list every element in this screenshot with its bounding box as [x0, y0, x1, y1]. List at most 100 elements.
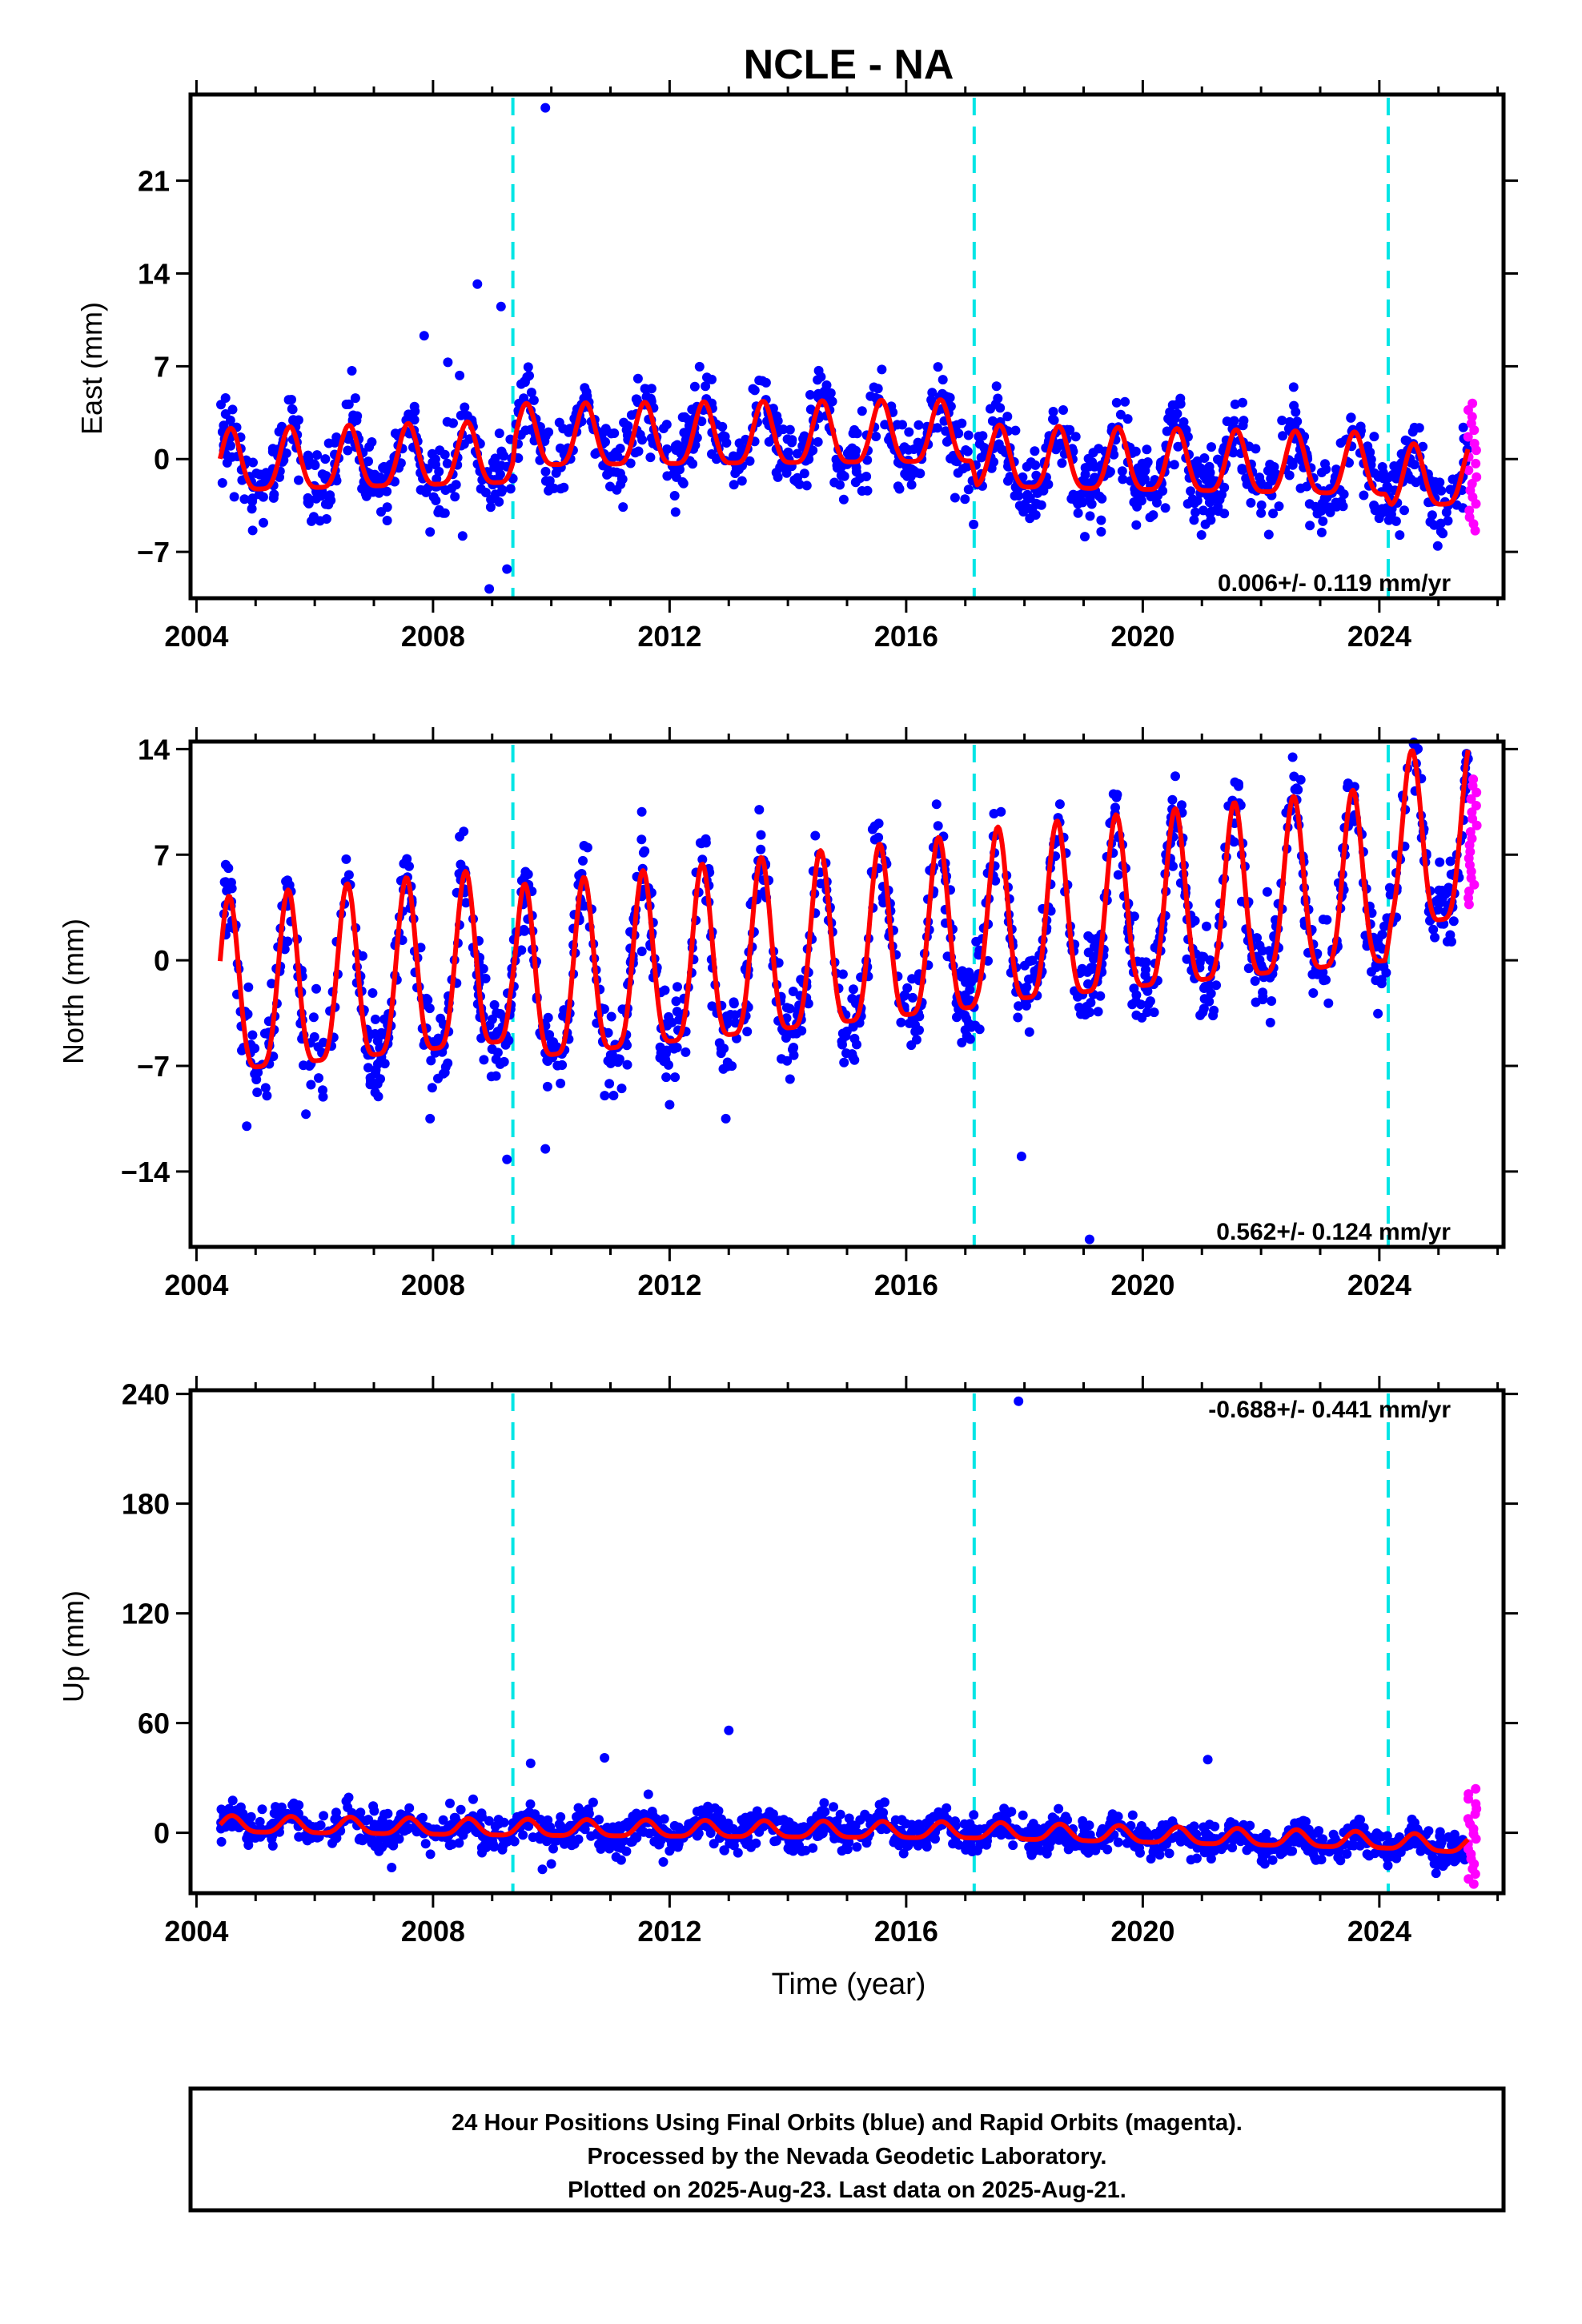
- up-x-tick-label: 2004: [164, 1915, 228, 1948]
- east-final-point: [540, 466, 551, 476]
- up-final-point: [1029, 1846, 1039, 1856]
- up-final-point: [913, 1840, 923, 1851]
- east-final-point: [749, 385, 760, 396]
- north-final-point: [603, 1027, 613, 1038]
- north-final-point: [1093, 1007, 1103, 1017]
- north-final-point: [873, 818, 884, 829]
- east-final-point: [827, 396, 837, 407]
- east-final-point: [1430, 476, 1440, 487]
- east-final-point: [946, 401, 956, 412]
- up-final-point: [525, 1799, 536, 1809]
- east-final-point: [688, 459, 698, 469]
- up-final-point: [1054, 1803, 1064, 1814]
- north-final-point: [841, 1048, 851, 1059]
- north-plot-area: [191, 742, 1504, 1247]
- north-x-tick-label: 2008: [401, 1269, 465, 1301]
- north-x-tick-label: 2024: [1347, 1269, 1411, 1301]
- north-final-point: [964, 967, 974, 978]
- up-final-point: [255, 1816, 265, 1827]
- east-final-point: [1010, 491, 1020, 501]
- east-final-point: [1445, 485, 1456, 495]
- east-final-point: [1073, 499, 1083, 509]
- north-rapid-point: [1468, 774, 1479, 785]
- east-final-point: [773, 416, 783, 426]
- east-final-point: [1036, 500, 1046, 510]
- north-final-point: [974, 1024, 985, 1035]
- east-final-point: [1207, 442, 1216, 452]
- east-final-point: [1263, 529, 1274, 540]
- north-final-point: [636, 947, 647, 956]
- east-final-point: [1175, 399, 1186, 409]
- east-final-point: [1030, 460, 1041, 470]
- up-final-point: [382, 1838, 392, 1848]
- north-final-point: [729, 999, 739, 1009]
- east-final-point: [861, 472, 872, 481]
- north-final-point: [1014, 1001, 1024, 1011]
- north-rate-label: 0.562+/- 0.124 mm/yr: [1216, 1219, 1451, 1245]
- north-final-point: [933, 821, 943, 831]
- east-final-point: [1219, 509, 1230, 519]
- east-final-point: [1152, 497, 1162, 508]
- north-final-point: [722, 1057, 733, 1068]
- east-final-point: [1022, 461, 1032, 472]
- east-final-point: [781, 468, 792, 478]
- east-final-point: [427, 448, 437, 459]
- up-final-point: [216, 1836, 227, 1847]
- up-final-point: [1318, 1834, 1328, 1844]
- east-final-point: [957, 418, 967, 428]
- east-final-point: [1135, 467, 1146, 477]
- east-final-point: [247, 525, 258, 536]
- east-final-point: [902, 471, 913, 481]
- east-final-point: [793, 472, 802, 483]
- up-outlier-point: [546, 1859, 556, 1869]
- east-final-point: [323, 438, 334, 448]
- north-final-point: [1127, 999, 1138, 1010]
- east-final-point: [1141, 460, 1151, 470]
- north-final-point: [1136, 999, 1146, 1010]
- east-final-point: [1359, 490, 1369, 501]
- north-final-point: [456, 859, 466, 870]
- east-final-point: [813, 436, 823, 447]
- east-final-point: [630, 448, 640, 458]
- north-outlier-point: [1084, 1234, 1094, 1244]
- north-final-point: [1434, 885, 1444, 895]
- north-final-point: [1262, 887, 1272, 897]
- up-outlier-point: [387, 1863, 397, 1872]
- north-final-point: [1435, 857, 1445, 867]
- east-final-point: [600, 424, 611, 434]
- east-final-point: [476, 484, 486, 494]
- east-final-point: [1096, 527, 1106, 537]
- east-final-point: [287, 404, 297, 414]
- north-final-point: [267, 979, 277, 989]
- north-final-point: [789, 1050, 799, 1060]
- east-final-point: [1438, 529, 1448, 539]
- up-final-point: [1078, 1815, 1088, 1826]
- north-final-point: [655, 1042, 665, 1052]
- footer-line-3: Plotted on 2025-Aug-23. Last data on 202…: [568, 2177, 1126, 2203]
- east-final-point: [308, 514, 319, 525]
- north-final-point: [1108, 789, 1118, 799]
- east-final-point: [1269, 462, 1279, 472]
- east-final-point: [1305, 521, 1315, 531]
- east-final-point: [379, 463, 389, 473]
- east-final-point: [1230, 399, 1240, 409]
- east-final-point: [485, 502, 496, 513]
- up-final-point: [497, 1844, 508, 1855]
- north-final-point: [960, 1010, 970, 1020]
- east-outlier-point: [670, 507, 681, 517]
- east-final-point: [904, 427, 914, 437]
- north-final-point: [1137, 957, 1147, 967]
- east-final-point: [544, 476, 555, 486]
- up-final-point: [1235, 1836, 1246, 1847]
- east-final-point: [258, 492, 268, 502]
- north-final-point: [367, 988, 378, 998]
- east-final-point: [1256, 508, 1267, 518]
- east-final-point: [1246, 497, 1256, 508]
- east-outlier-point: [484, 584, 495, 594]
- north-final-point: [1251, 997, 1261, 1007]
- east-final-point: [522, 372, 532, 382]
- up-final-point: [518, 1830, 528, 1840]
- east-final-point: [303, 452, 314, 462]
- east-final-point: [303, 498, 314, 509]
- north-outlier-point: [502, 1154, 512, 1164]
